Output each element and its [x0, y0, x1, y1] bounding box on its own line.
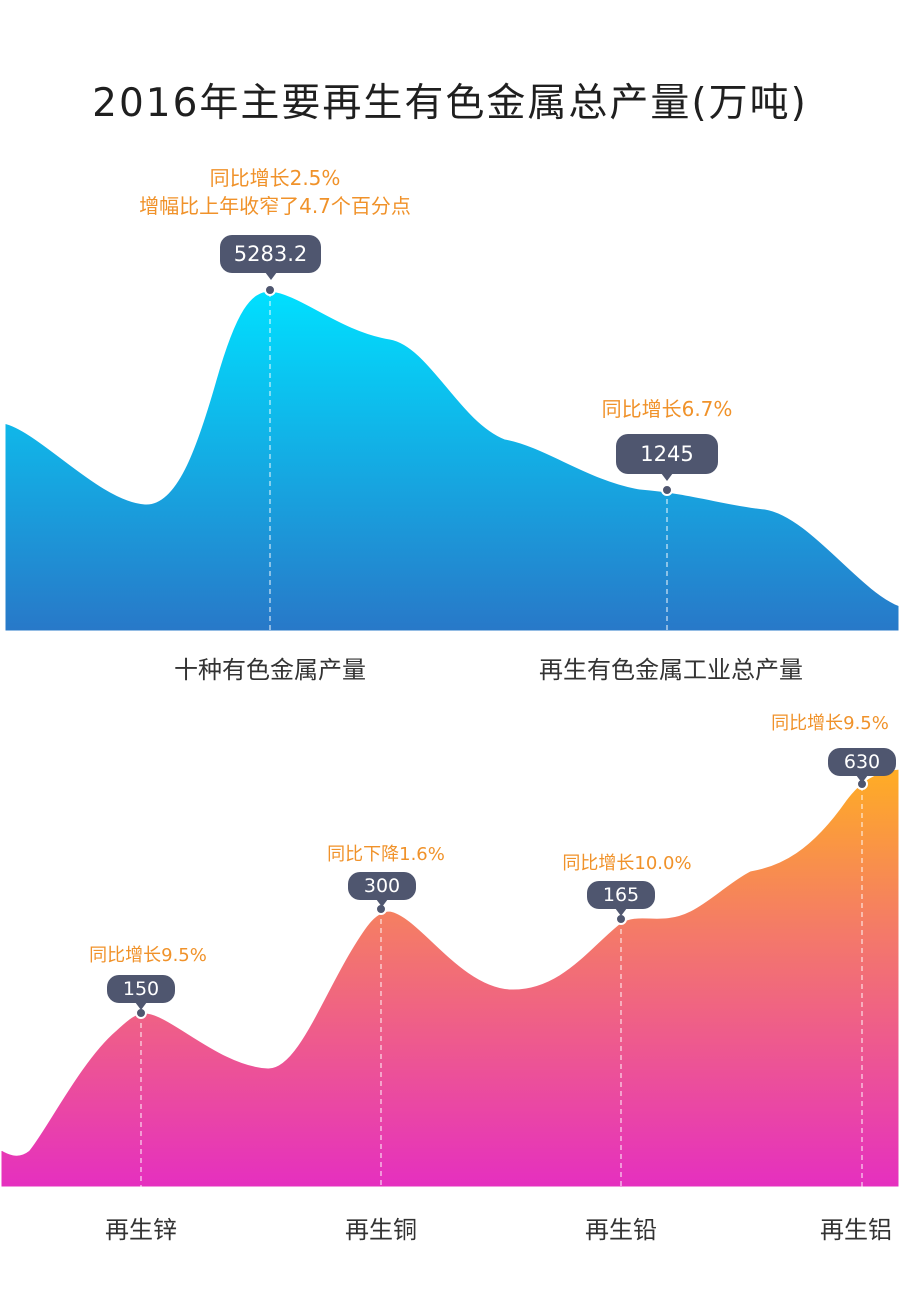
bottom-x-label-3: 再生铅: [585, 1216, 657, 1244]
bottom-value-bubble-2: 300: [348, 872, 416, 907]
top-point-2: [661, 484, 673, 496]
bottom-annotation-4: 同比增长9.5%: [771, 713, 889, 734]
bottom-value-bubble-4: 630: [828, 748, 896, 783]
top-value-bubble-1: 5283.2: [220, 235, 321, 280]
top-x-label-2: 再生有色金属工业总产量: [539, 656, 803, 684]
bottom-x-label-4: 再生铝: [820, 1216, 892, 1244]
top-area-fill: [2, 288, 900, 634]
top-annotation-1: 同比增长2.5% 增幅比上年收窄了4.7个百分点: [100, 164, 450, 220]
top-annotation-1-line2: 增幅比上年收窄了4.7个百分点: [139, 194, 411, 218]
bottom-annotation-1: 同比增长9.5%: [89, 945, 207, 966]
top-value-bubble-2: 1245: [616, 434, 718, 481]
chart-title: 2016年主要再生有色金属总产量(万吨): [92, 81, 808, 126]
top-area-chart: [2, 284, 900, 634]
top-point-1: [264, 284, 276, 296]
top-x-label-1: 十种有色金属产量: [174, 656, 366, 684]
bottom-area-fill: [0, 766, 900, 1190]
bottom-value-bubble-3: 165: [587, 881, 655, 916]
bottom-annotation-2: 同比下降1.6%: [327, 844, 445, 865]
bottom-annotation-3: 同比增长10.0%: [562, 853, 692, 874]
bottom-value-bubble-1: 150: [107, 975, 175, 1010]
top-annotation-1-line1: 同比增长2.5%: [209, 166, 341, 190]
bottom-x-label-1: 再生锌: [105, 1216, 177, 1244]
top-annotation-2: 同比增长6.7%: [601, 397, 733, 421]
bottom-x-label-2: 再生铜: [345, 1216, 417, 1244]
